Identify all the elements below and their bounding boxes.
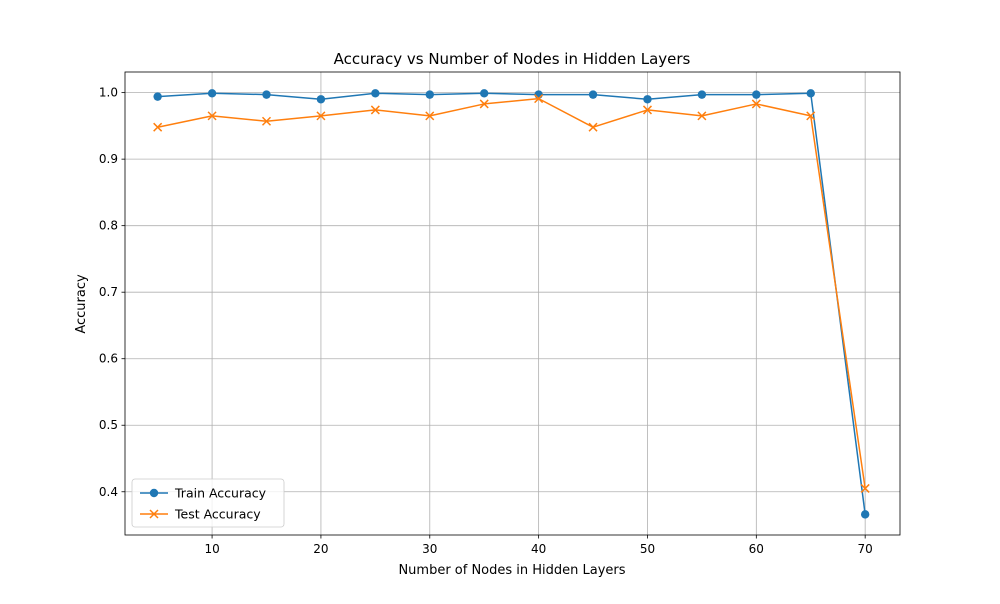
test-accuracy-point (534, 94, 544, 104)
chart-title: Accuracy vs Number of Nodes in Hidden La… (334, 50, 691, 68)
train-accuracy-point (806, 89, 815, 98)
legend-train-accuracy-marker (149, 488, 159, 498)
train-accuracy-point (371, 89, 380, 98)
train-accuracy-line (157, 92, 866, 515)
test-accuracy-point (261, 116, 272, 126)
y-tick-label: 0.9 (99, 152, 118, 166)
train-accuracy-point (860, 510, 870, 519)
train-accuracy-point (643, 95, 652, 104)
train-accuracy-point (425, 90, 434, 99)
legend-box (131, 478, 285, 528)
x-tick-label: 60 (749, 542, 764, 556)
test-accuracy-point (860, 483, 870, 493)
test-accuracy-point (425, 111, 435, 121)
y-tick-label: 1.0 (99, 86, 118, 100)
train-accuracy-point (262, 90, 271, 99)
test-accuracy-point (153, 122, 163, 132)
test-accuracy-point (588, 122, 598, 132)
x-axis-label: Number of Nodes in Hidden Layers (398, 563, 625, 578)
test-accuracy-point (697, 111, 707, 121)
legend-test-accuracy-label: Test Accuracy (174, 507, 261, 522)
test-accuracy-point (207, 111, 217, 121)
y-tick-label: 0.7 (99, 285, 118, 299)
x-tick-label: 10 (204, 542, 219, 556)
x-axis: 10 20 30 40 50 60 70 (204, 535, 873, 556)
train-accuracy-point (316, 95, 326, 104)
test-accuracy-point (806, 111, 816, 121)
train-accuracy-point (479, 89, 489, 98)
test-accuracy-point (370, 105, 380, 115)
legend: Train Accuracy Test Accuracy (131, 478, 285, 528)
train-accuracy-point (588, 90, 598, 99)
test-accuracy-line (157, 97, 866, 489)
y-tick-label: 0.6 (99, 352, 118, 366)
y-axis: 0.4 0.5 0.6 0.7 0.8 0.9 1.0 (99, 86, 125, 499)
plot-area-frame (124, 71, 901, 536)
test-accuracy-point (316, 111, 326, 121)
series-layer (153, 89, 870, 519)
test-accuracy-point (642, 105, 653, 115)
x-tick-label: 20 (313, 542, 328, 556)
y-tick-label: 0.5 (99, 418, 118, 432)
y-tick-label: 0.4 (99, 485, 118, 499)
legend-test-accuracy-marker (149, 509, 159, 519)
legend-train-accuracy-label: Train Accuracy (174, 486, 267, 501)
x-tick-label: 50 (640, 542, 655, 556)
train-accuracy-point (207, 89, 217, 98)
test-accuracy-point (751, 99, 761, 109)
x-tick-label: 70 (858, 542, 873, 556)
test-accuracy-series (153, 94, 870, 493)
test-accuracy-point (479, 99, 489, 109)
train-accuracy-point (153, 92, 162, 101)
train-accuracy-series (153, 89, 870, 519)
x-tick-label: 30 (422, 542, 437, 556)
y-tick-label: 0.8 (99, 219, 118, 233)
y-axis-label: Accuracy (74, 274, 89, 334)
train-accuracy-point (697, 90, 707, 99)
train-accuracy-point (752, 90, 761, 99)
x-tick-label: 40 (531, 542, 546, 556)
